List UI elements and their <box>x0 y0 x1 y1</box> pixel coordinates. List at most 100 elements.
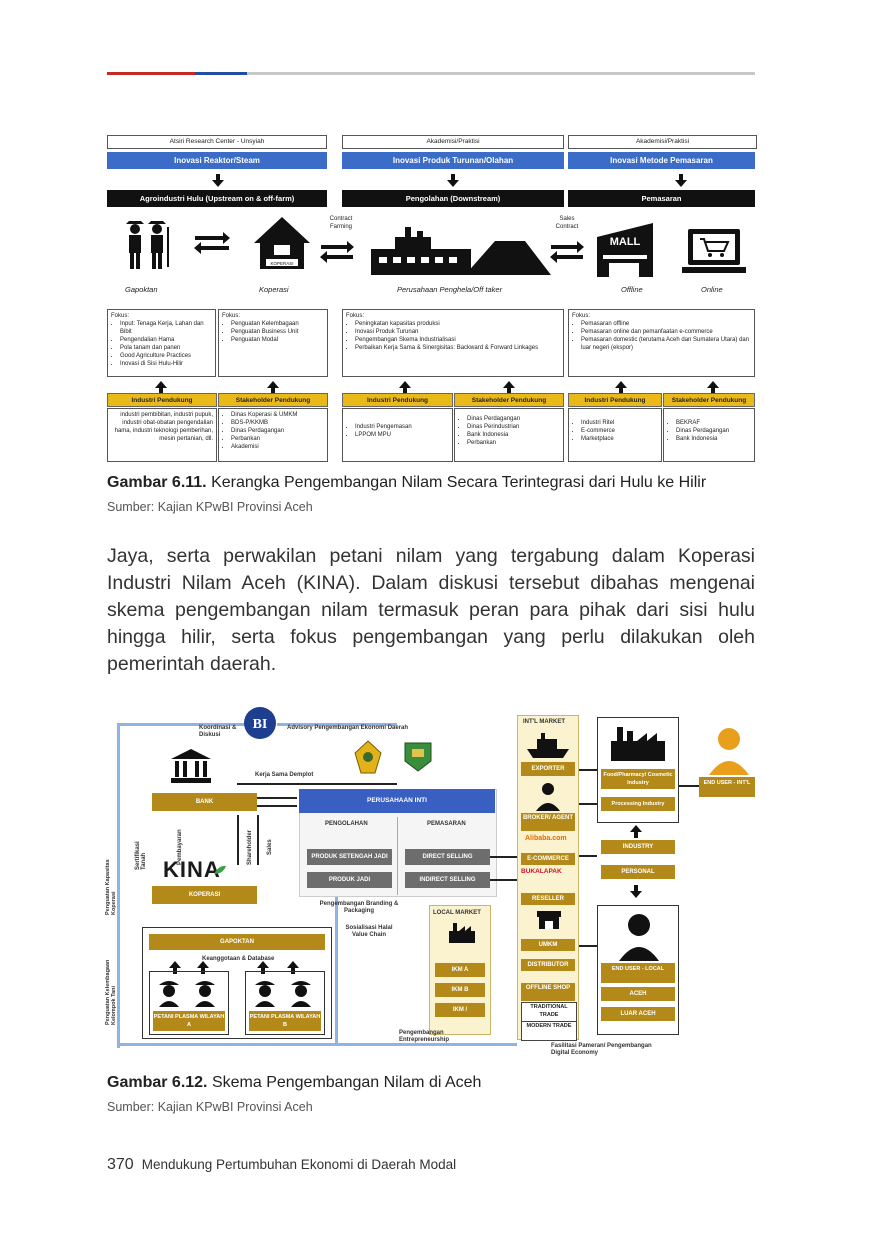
focus-item: Pemasaran domestic (terutama Aceh dan Su… <box>581 336 751 352</box>
umkm-box: UMKM <box>521 939 575 951</box>
actor-online: Online <box>701 285 723 294</box>
focus-item: Penguatan Modal <box>231 336 324 344</box>
end-user-local-icon <box>619 914 659 961</box>
bank-box: BANK <box>152 793 257 811</box>
ikm-b-box: IKM B <box>435 983 485 997</box>
support-item: LPPOM MPU <box>355 431 449 439</box>
figure-6-12: BI Koordinasi & Diskusi Advisory Pengemb… <box>105 705 755 1065</box>
caption-label: Gambar 6.12. <box>107 1074 208 1091</box>
koperasi-box: KOPERASI <box>152 886 257 904</box>
up-arrow <box>615 381 627 394</box>
focus-item: Perbaikan Kerja Sama & Sinergisitas: Bac… <box>355 344 560 352</box>
online-shop-icon <box>682 229 746 273</box>
kerja-sama-label: Kerja Sama Demplot <box>255 772 314 778</box>
gapoktan-panel <box>142 927 332 1039</box>
figure-6-11: Atsiri Research Center - Unsyiah Akademi… <box>107 135 757 465</box>
support-item: E-commerce <box>581 427 658 435</box>
bank-building-icon <box>171 749 211 783</box>
header-col-3: Akademisi/Praktisi <box>568 135 757 149</box>
down-arrow <box>212 174 224 187</box>
sertifikasi-label: Sertifikasi Tanah <box>135 841 147 870</box>
support-box-b: Dinas Koperasi & UMKM BDS-P/KKMB Dinas P… <box>218 408 328 462</box>
actor-gapoktan: Gapoktan <box>125 285 158 294</box>
perusahaan-inti-header: PERUSAHAAN INTI <box>299 789 495 813</box>
up-arrow <box>197 961 209 974</box>
support-label: Industri Pendukung <box>568 393 662 407</box>
header-col-1: Atsiri Research Center - Unsyiah <box>107 135 327 149</box>
distributor-box: DISTRIBUTOR <box>521 959 575 971</box>
petani-a-box: PETANI PLASMA WILAYAH A <box>153 1011 225 1031</box>
support-label: Stakeholder Pendukung <box>663 393 755 407</box>
advisory-label: Advisory Pengembangan Ekonomi Daerah <box>287 725 409 731</box>
petani-b-box: PETANI PLASMA WILAYAH B <box>249 1011 321 1031</box>
luar-aceh-box: LUAR ACEH <box>601 1007 675 1021</box>
focus-title: Fokus: <box>572 313 591 319</box>
caption-text: Skema Pengembangan Nilam di Aceh <box>207 1074 482 1091</box>
food-pharmacy-box: Food/Pharmacy/ Cosmetic Industry <box>601 769 675 789</box>
down-arrow <box>447 174 459 187</box>
support-item: Bank Indonesia <box>676 435 751 443</box>
mall-icon: MALL <box>597 223 653 277</box>
body-paragraph: Jaya, serta perwakilan petani nilam yang… <box>107 545 755 675</box>
stage-pengolahan: Pengolahan (Downstream) <box>342 190 564 207</box>
header-col-2: Akademisi/Praktisi <box>342 135 564 149</box>
mall-sign: MALL <box>610 236 641 248</box>
figure-6-11-caption: Gambar 6.11. Kerangka Pengembangan Nilam… <box>107 474 706 492</box>
end-user-local-box: END USER - LOCAL <box>601 963 675 983</box>
support-item: Dinas Perindustrian <box>467 423 560 431</box>
focus-box-gapoktan: Fokus: Input: Tenaga Kerja, Lahan dan Bi… <box>107 309 216 377</box>
direct-selling-box: DIRECT SELLING <box>405 849 490 865</box>
caption-label: Gambar 6.11. <box>107 474 207 491</box>
focus-item: Peningkatan kapasitas produksi <box>355 320 560 328</box>
offline-shop-box: OFFLINE SHOP <box>521 983 575 1001</box>
bukalapak-logo: BUKALAPAK <box>521 868 562 875</box>
ikm-a-box: IKM A <box>435 963 485 977</box>
innovation-produk: Inovasi Produk Turunan/Olahan <box>342 152 564 169</box>
traditional-trade-box: TRADITIONAL TRADE <box>521 1002 577 1022</box>
sosialisasi-label: Sosialisasi Halal Value Chain <box>345 925 393 938</box>
up-arrow <box>503 381 515 394</box>
focus-box-pemasaran: Fokus: Pemasaran offline Pemasaran onlin… <box>568 309 755 377</box>
up-arrow <box>267 381 279 394</box>
focus-box-pengolahan: Fokus: Peningkatan kapasitas produksi In… <box>342 309 564 377</box>
support-box-e: Industri Ritel E-commerce Marketplace <box>568 408 662 462</box>
figure-6-12-source: Sumber: Kajian KPwBI Provinsi Aceh <box>107 1100 313 1114</box>
aceh-emblem-icon <box>354 740 382 774</box>
industry-panel <box>597 717 679 823</box>
focus-item: Pengembangan Skema Industrialisasi <box>355 336 560 344</box>
pemasaran-label: PEMASARAN <box>427 821 466 827</box>
support-item: Industri Pengemasan <box>355 423 449 431</box>
focus-box-koperasi: Fokus: Penguatan Kelembagaan Penguatan B… <box>218 309 328 377</box>
focus-item: Inovasi di Sisi Hulu-Hilir <box>120 360 212 368</box>
small-factory-icon <box>449 923 475 943</box>
farmers-icon <box>159 981 215 1007</box>
support-label: Stakeholder Pendukung <box>218 393 328 407</box>
focus-item: Penguatan Business Unit <box>231 328 324 336</box>
intl-market-label: INT'L MARKET <box>523 719 565 725</box>
personal-box: PERSONAL <box>601 865 675 879</box>
ecommerce-box: E-COMMERCE <box>521 853 575 865</box>
gapoktan-box: GAPOKTAN <box>149 934 325 950</box>
reseller-box: RESELLER <box>521 893 575 905</box>
farmers-icon <box>255 981 311 1007</box>
focus-item: Good Agriculture Practices <box>120 352 212 360</box>
local-market-label: LOCAL MARKET <box>433 910 481 916</box>
page-footer: 370 Mendukung Pertumbuhan Ekonomi di Daer… <box>107 1156 456 1174</box>
exporter-box: EXPORTER <box>521 762 575 776</box>
actor-koperasi: Koperasi <box>259 285 289 294</box>
industry-box: INDUSTRY <box>601 840 675 854</box>
processing-industry-box: Processing Industry <box>601 797 675 811</box>
focus-title: Fokus: <box>111 313 130 319</box>
up-arrow <box>257 961 269 974</box>
support-item: Perbankan <box>231 435 324 443</box>
indirect-selling-box: INDIRECT SELLING <box>405 872 490 888</box>
down-arrow <box>630 885 642 898</box>
support-item: BDS-P/KKMB <box>231 419 324 427</box>
support-item: Akademisi <box>231 443 324 451</box>
page-number: 370 <box>107 1156 134 1173</box>
down-arrow <box>675 174 687 187</box>
koperasi-sign: KOPERASI <box>270 261 293 266</box>
support-box-a: industri pembibitan, industri pupuk, ind… <box>107 408 217 462</box>
focus-item: Penguatan Kelembagaan <box>231 320 324 328</box>
exchange-arrows-icon <box>550 241 584 263</box>
